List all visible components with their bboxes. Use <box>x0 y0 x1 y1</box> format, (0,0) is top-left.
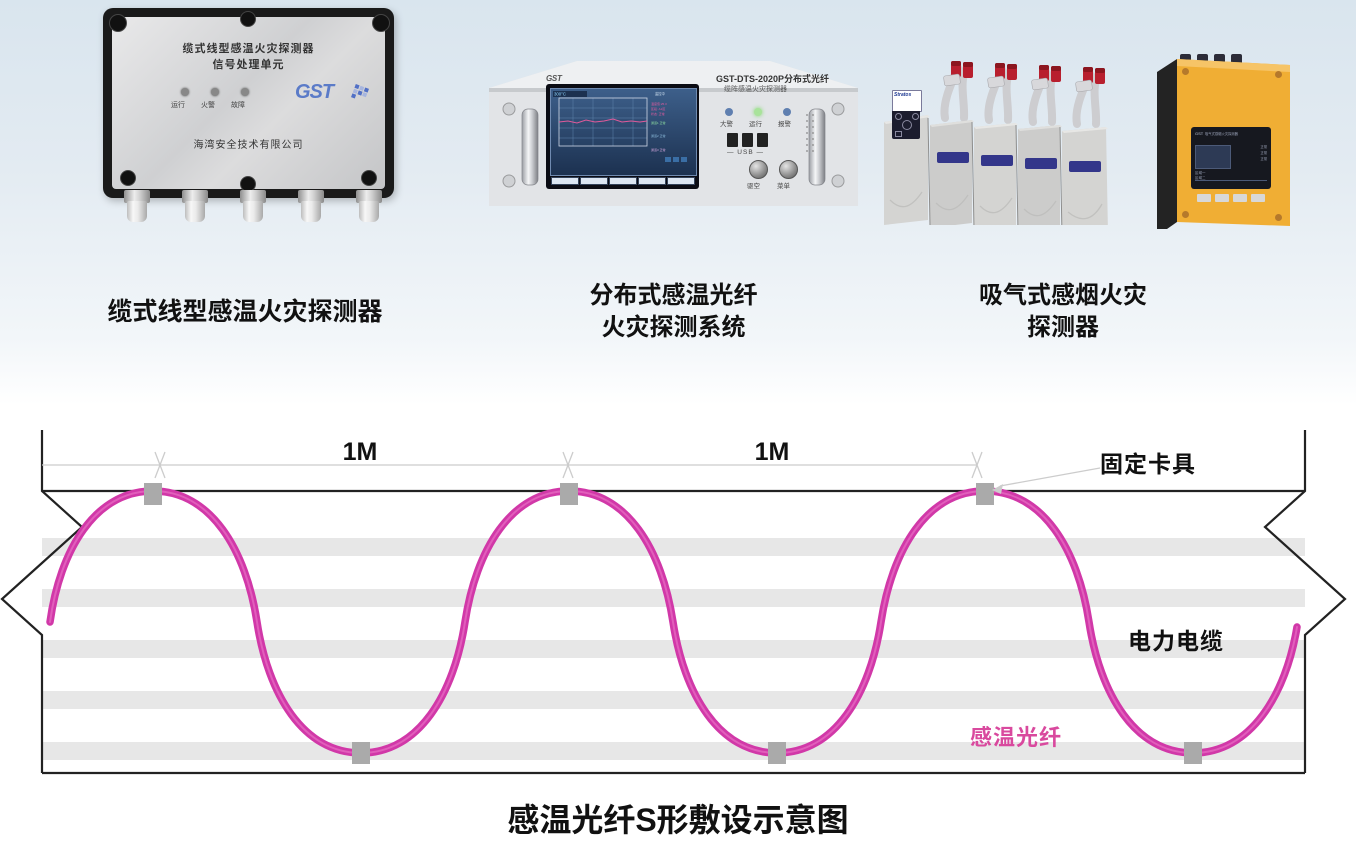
svg-text:区段: A1区: 区段: A1区 <box>651 106 665 111</box>
svg-text:状态: 正常: 状态: 正常 <box>651 111 665 116</box>
svg-text:监控中: 监控中 <box>655 91 665 96</box>
svg-text:300°C: 300°C <box>554 92 566 97</box>
svg-text:温度值:25.3: 温度值:25.3 <box>651 101 667 106</box>
svg-text:通道2 正常: 通道2 正常 <box>651 133 666 138</box>
svg-text:通道3 正常: 通道3 正常 <box>651 147 666 152</box>
svg-text:通道1 正常: 通道1 正常 <box>651 120 666 125</box>
